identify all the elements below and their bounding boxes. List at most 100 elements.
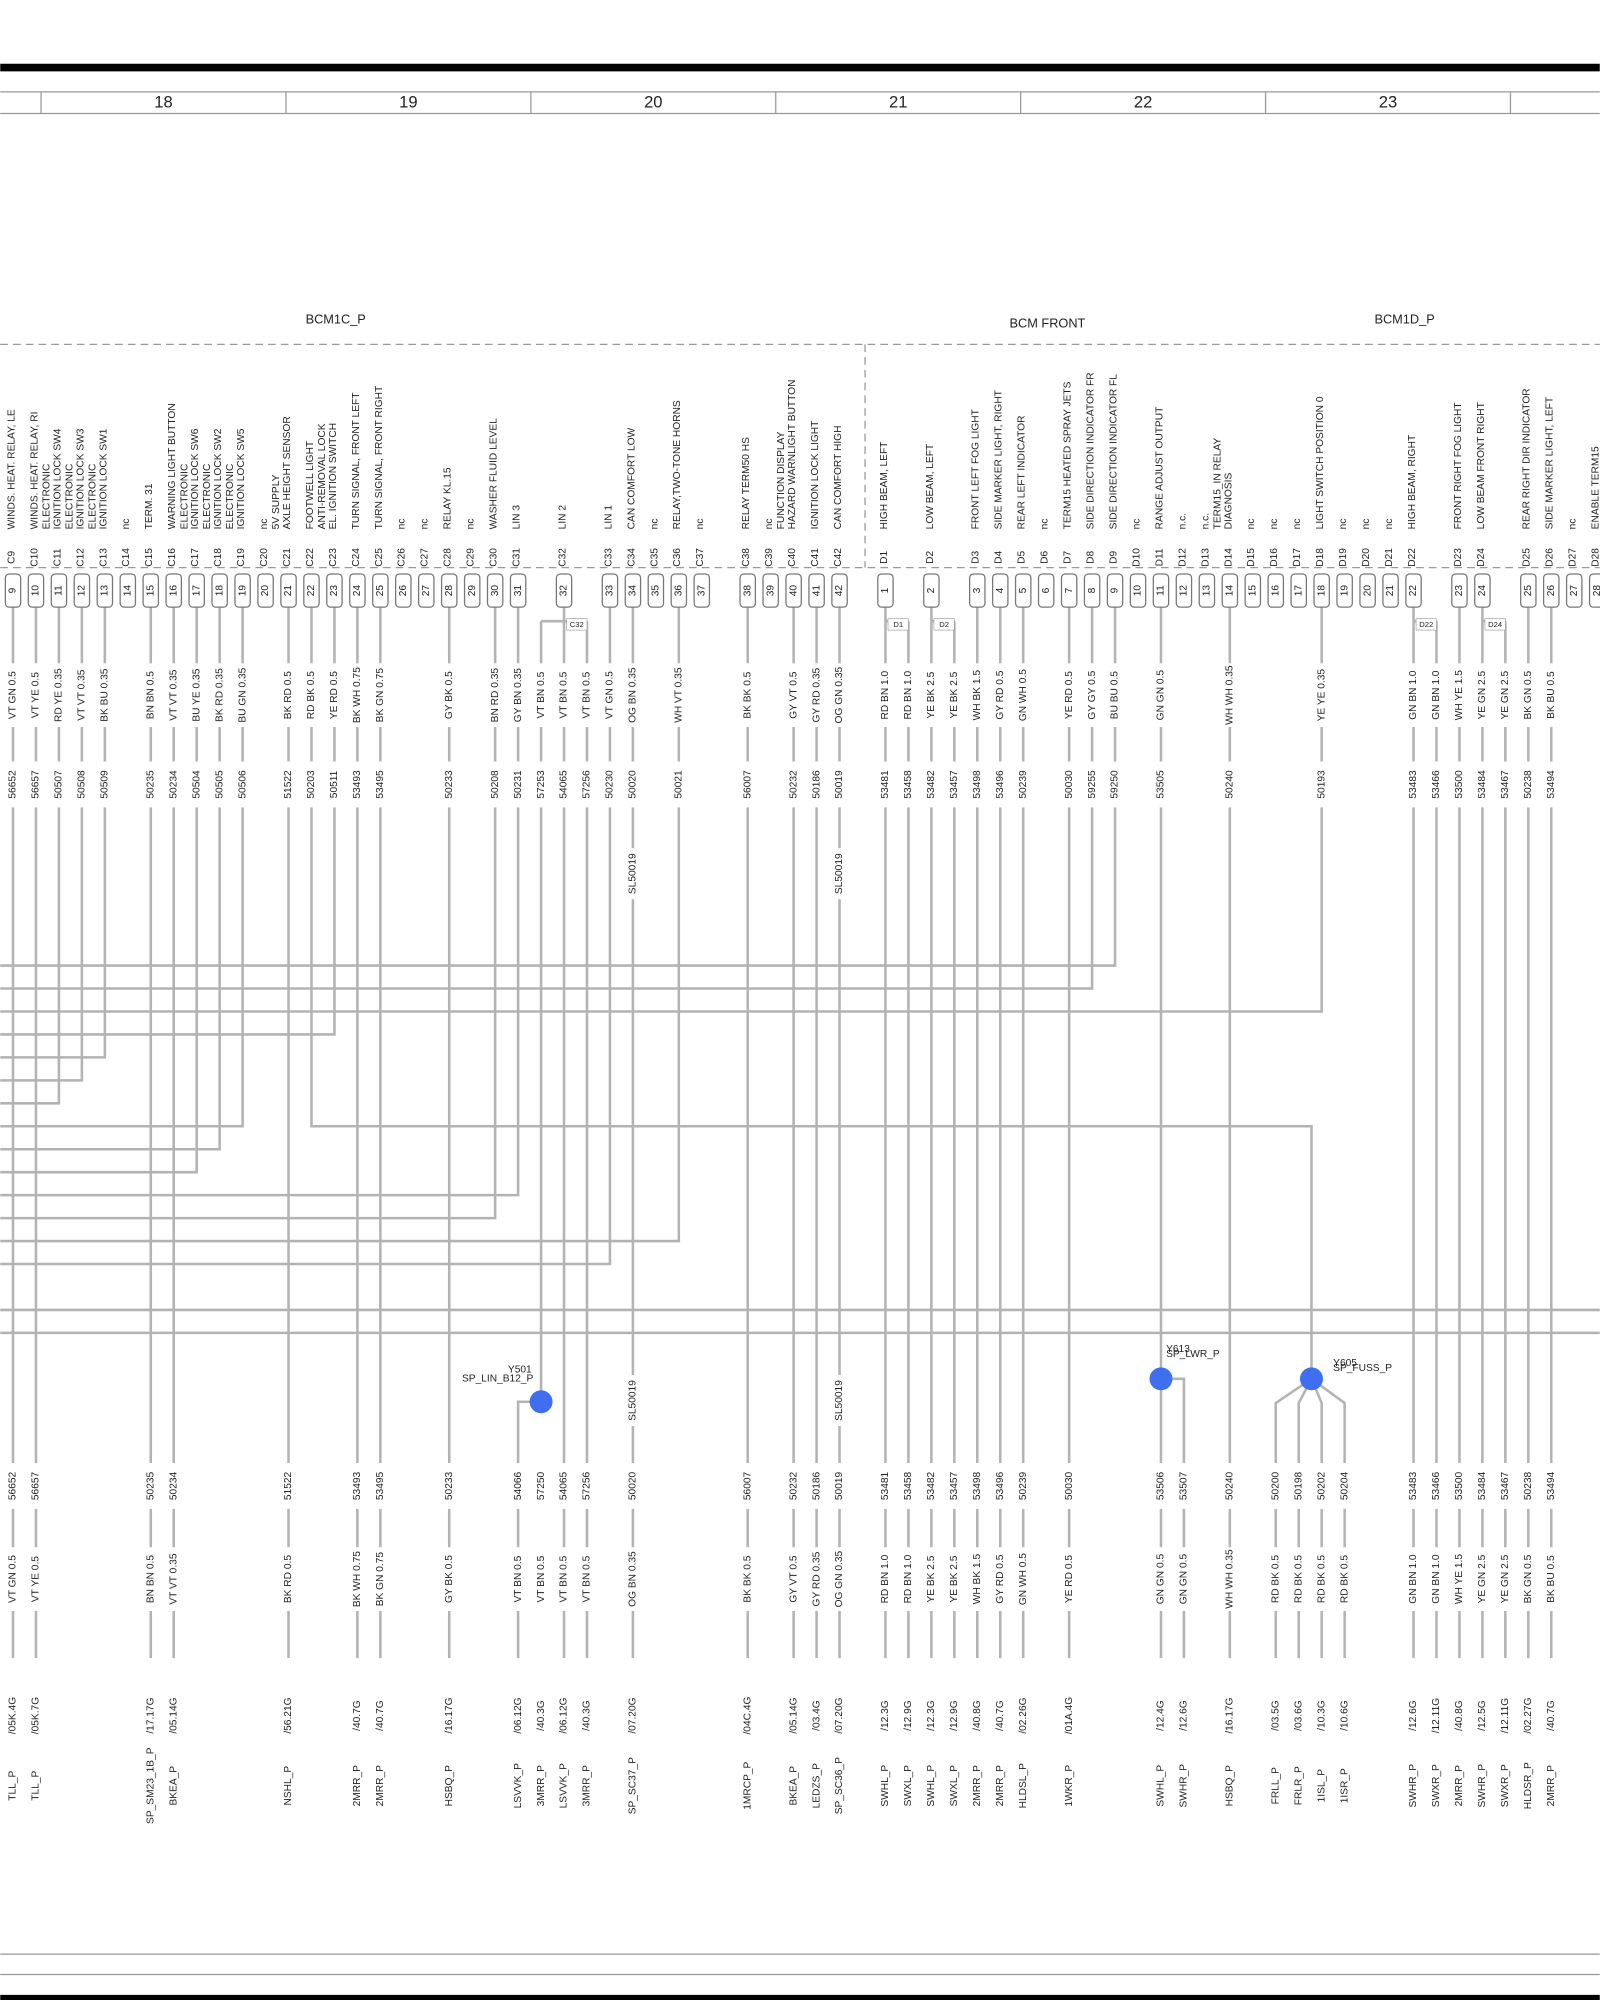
pin-number: 23 <box>1454 585 1465 597</box>
pin-label: IGNITION LOCK SW6 <box>190 428 201 529</box>
harness-wire-number: 53496 <box>995 1471 1006 1500</box>
pin-box <box>440 573 458 608</box>
label-bg <box>351 761 364 808</box>
harness-reference: /16.17G <box>444 1697 455 1733</box>
pin-number: 12 <box>1179 585 1190 597</box>
harness-wire-number: 56652 <box>8 1471 19 1500</box>
label-bg <box>144 1463 158 1509</box>
label-bg <box>993 1463 1007 1509</box>
wire-number: 50019 <box>834 770 845 799</box>
wire-color: RD BN 1.0 <box>880 670 891 719</box>
pin-label: IGNITION LOCK SW4 <box>52 428 63 529</box>
pin-number: 13 <box>100 585 111 597</box>
pin-box <box>1129 573 1147 608</box>
pin-number: 10 <box>31 585 42 597</box>
wire-color: BK RD 0.5 <box>283 671 294 719</box>
harness-wire-color: GN GN 0.5 <box>1156 1554 1167 1605</box>
label-bg <box>6 663 20 728</box>
shield-label: SL50019 <box>834 1380 845 1421</box>
pin-id: C33 <box>603 548 614 567</box>
pin-number: 25 <box>375 585 386 597</box>
harness-destination: BKEA_P <box>168 1766 179 1806</box>
wire-color: VT BN 0.5 <box>536 671 547 718</box>
pin-label: ELECTRONIC <box>225 464 236 530</box>
harness-wire-number: 53481 <box>880 1471 891 1500</box>
wire-color: GY VT 0.5 <box>788 671 799 719</box>
pin-number: 15 <box>145 585 156 597</box>
wire-number: 56652 <box>8 770 19 799</box>
label-bg <box>970 761 984 808</box>
pin-box <box>1359 573 1376 608</box>
wire-number: 53498 <box>972 770 983 799</box>
pin-box <box>463 573 481 608</box>
pin-label: RELAY,TWO-TONE HORNS <box>672 400 683 529</box>
label-bg <box>328 761 341 808</box>
label-bg <box>534 761 548 808</box>
harness-wire-color: OG GN 0.35 <box>834 1550 845 1607</box>
pin-id: D25 <box>1522 548 1533 567</box>
column-number: 22 <box>1134 93 1152 112</box>
label-bg <box>603 663 617 728</box>
pin-id: C39 <box>764 548 775 567</box>
wire-number: 53458 <box>903 770 914 799</box>
wire-color: WH WH 0.35 <box>1225 665 1236 725</box>
label-bg <box>787 761 800 808</box>
harness-destination: SWXL_P <box>903 1765 914 1807</box>
pin-box <box>119 573 137 608</box>
splice-id: Y613 <box>1166 1344 1190 1355</box>
harness-wire-color: OG BN 0.35 <box>628 1551 639 1607</box>
wire-color: GY RD 0.35 <box>811 667 822 722</box>
bracket-tag: D22 <box>1419 620 1433 629</box>
label-bg <box>626 848 640 900</box>
pin-id: D8 <box>1086 551 1097 564</box>
harness-destination: SWHL_P <box>926 1765 937 1807</box>
harness-reference: /02.27G <box>1523 1697 1534 1733</box>
harness-reference: /40.8G <box>972 1700 983 1731</box>
pin-id: C28 <box>443 548 454 567</box>
pin-id: C12 <box>75 548 86 567</box>
label-bg <box>1315 1547 1329 1611</box>
pin-id: C37 <box>695 548 706 567</box>
label-bg <box>947 663 961 728</box>
harness-reference: /12.3G <box>880 1700 891 1731</box>
pin-box <box>693 573 711 608</box>
wire-number: 53484 <box>1477 770 1488 799</box>
harness-wire-color: RD BK 0.5 <box>1293 1555 1304 1603</box>
label-bg <box>190 761 204 808</box>
harness-destination: 2MRR_P <box>1546 1765 1557 1807</box>
wire-number: 53493 <box>352 770 363 799</box>
pin-id: C19 <box>236 548 247 567</box>
bracket-tag-box <box>1484 618 1506 631</box>
pin-id: C42 <box>833 548 844 567</box>
pin-number: 21 <box>1385 585 1396 597</box>
pin-id: C10 <box>29 548 40 567</box>
label-bg <box>442 663 456 728</box>
pin-id: C29 <box>466 548 477 567</box>
label-bg <box>947 1463 961 1509</box>
pin-number: 37 <box>696 585 707 597</box>
harness-reference: /12.11G <box>1431 1698 1442 1734</box>
wire-number: 50231 <box>513 770 524 799</box>
pin-number: 32 <box>559 585 570 597</box>
label-bg <box>534 1547 548 1611</box>
pin-number: 26 <box>1546 585 1557 597</box>
harness-destination: SWHL_P <box>880 1765 891 1807</box>
label-bg <box>580 761 594 808</box>
pin-label: WINDS. HEAT. RELAY, RI <box>29 412 40 530</box>
harness-wire-color: GN GN 0.5 <box>1179 1554 1190 1605</box>
harness-destination: 2MRR_P <box>995 1765 1006 1807</box>
wire-color: BU YE 0.35 <box>191 668 202 721</box>
pin-box <box>1588 573 1600 608</box>
pin-box <box>96 573 114 608</box>
harness-reference: /40.7G <box>352 1700 363 1731</box>
harness-destination: 2MRR_P <box>352 1765 363 1807</box>
label-bg <box>1476 1547 1489 1611</box>
label-bg <box>580 663 594 728</box>
wire-number: 50203 <box>306 770 317 799</box>
harness-wire-color: VT GN 0.5 <box>8 1555 19 1603</box>
label-bg <box>879 1463 892 1509</box>
pin-box <box>762 573 779 608</box>
label-bg <box>6 761 20 808</box>
harness-destination: SWHL_P <box>1156 1765 1167 1807</box>
harness-wire-color: RD BK 0.5 <box>1270 1555 1281 1603</box>
